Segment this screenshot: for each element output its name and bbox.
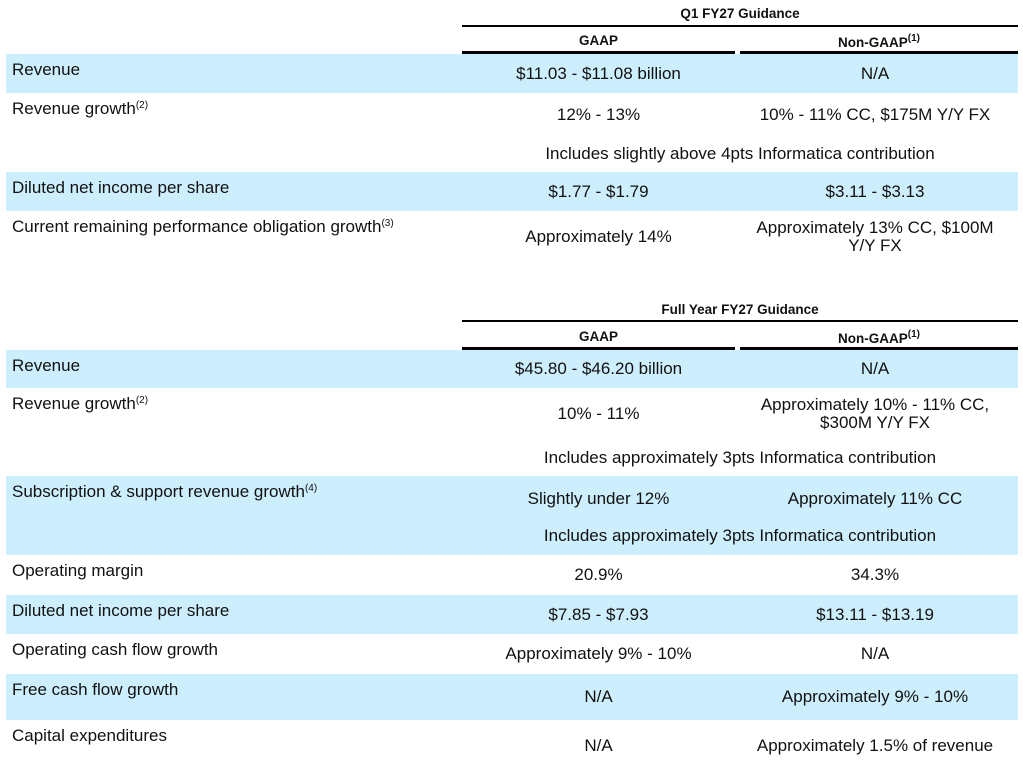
row-label: Operating margin bbox=[12, 561, 143, 581]
non-gaap-value: $3.11 - $3.13 bbox=[825, 181, 925, 201]
non-gaap-header: Non-GAAP(1) bbox=[740, 33, 1018, 50]
gaap-value: N/A bbox=[584, 687, 613, 706]
gaap-value: Approximately 9% - 10% bbox=[505, 644, 692, 663]
row-label-text: Current remaining performance obligation… bbox=[12, 217, 382, 236]
footnote-marker: (4) bbox=[304, 483, 318, 494]
row-label: Revenue growth(2) bbox=[12, 99, 148, 119]
table-row: Current remaining performance obligation… bbox=[6, 211, 1018, 262]
row-label-text: Diluted net income per share bbox=[12, 178, 230, 197]
row-label-text: Diluted net income per share bbox=[12, 601, 230, 620]
non-gaap-value: N/A bbox=[860, 644, 890, 663]
title-rule bbox=[462, 25, 1018, 27]
non-gaap-value: N/A bbox=[860, 63, 890, 83]
non-gaap-value: Approximately 1.5% of revenue bbox=[756, 735, 994, 755]
row-label-text: Revenue bbox=[12, 356, 81, 375]
gaap-header: GAAP bbox=[578, 33, 618, 48]
table-row: Operating margin 20.9% 34.3% bbox=[6, 555, 1018, 595]
footnote-marker: (3) bbox=[381, 218, 394, 229]
informatica-note: Includes approximately 3pts Informatica … bbox=[543, 448, 937, 467]
table-row: Free cash flow growth N/A Approximately 9%… bbox=[6, 674, 1018, 720]
row-label: Free cash flow growth bbox=[12, 680, 178, 700]
non-gaap-value: Approximately 10% - 11% CC, $300M Y/Y FX bbox=[760, 395, 990, 432]
header-rule-gaap bbox=[462, 347, 735, 350]
non-gaap-value: Approximately 9% - 10% bbox=[781, 687, 969, 706]
row-label-text: Free cash flow growth bbox=[12, 680, 179, 699]
table-row: Operating cash flow growth Approximately … bbox=[6, 634, 1018, 674]
section-title: Q1 FY27 Guidance bbox=[680, 6, 800, 21]
section-title: Full Year FY27 Guidance bbox=[661, 302, 819, 317]
informatica-note: Includes slightly above 4pts Informatica… bbox=[545, 144, 935, 163]
row-label-text: Subscription & support revenue growth bbox=[12, 482, 305, 501]
row-label: Operating cash flow growth bbox=[12, 640, 218, 660]
non-gaap-header: Non-GAAP(1) bbox=[740, 329, 1018, 346]
non-gaap-value: $13.11 - $13.19 bbox=[816, 604, 934, 624]
footnote-marker: (2) bbox=[135, 395, 149, 406]
non-gaap-value: Approximately 11% CC bbox=[787, 488, 963, 508]
gaap-value: Slightly under 12% bbox=[527, 488, 670, 508]
non-gaap-value: Approximately 13% CC, $100M Y/Y FX bbox=[756, 217, 994, 255]
row-label-text: Capital expenditures bbox=[12, 726, 167, 745]
row-label: Diluted net income per share bbox=[12, 601, 229, 621]
row-label: Revenue bbox=[12, 60, 80, 80]
gaap-value: $1.77 - $1.79 bbox=[548, 181, 649, 201]
header-rule-non-gaap bbox=[740, 347, 1018, 350]
table-row: Subscription & support revenue growth(4)… bbox=[6, 476, 1018, 555]
row-label: Current remaining performance obligation… bbox=[12, 217, 394, 237]
gaap-value: 12% - 13% bbox=[556, 104, 641, 124]
table-row: Diluted net income per share $7.85 - $7.9… bbox=[6, 595, 1018, 634]
gaap-value: 10% - 11% bbox=[557, 404, 640, 423]
row-label: Diluted net income per share bbox=[12, 178, 229, 198]
row-label-text: Operating margin bbox=[12, 561, 144, 580]
non-gaap-value: 10% - 11% CC, $175M Y/Y FX bbox=[759, 104, 991, 124]
gaap-value: $11.03 - $11.08 billion bbox=[516, 63, 681, 83]
gaap-value: N/A bbox=[584, 735, 613, 755]
row-label: Revenue bbox=[12, 356, 80, 376]
table-row: Revenue $11.03 - $11.08 billion N/A bbox=[6, 54, 1018, 93]
row-label-text: Revenue growth bbox=[12, 99, 136, 118]
header-rule-gaap bbox=[462, 51, 735, 54]
gaap-value: Approximately 14% bbox=[525, 226, 672, 246]
row-label: Revenue growth(2) bbox=[12, 394, 148, 414]
table-row: Diluted net income per share $1.77 - $1.7… bbox=[6, 172, 1018, 211]
gaap-value: $45.80 - $46.20 billion bbox=[514, 359, 683, 378]
table-row: Capital expenditures N/A Approximately 1.5… bbox=[6, 720, 1018, 771]
non-gaap-header-label: Non-GAAP bbox=[838, 35, 908, 50]
gaap-header: GAAP bbox=[578, 329, 618, 344]
footnote-marker: (1) bbox=[907, 329, 920, 340]
row-label-text: Revenue growth bbox=[12, 394, 136, 413]
footnote-marker: (2) bbox=[135, 100, 149, 111]
non-gaap-value: 34.3% bbox=[850, 565, 900, 584]
row-label-text: Operating cash flow growth bbox=[12, 640, 218, 659]
gaap-value: 20.9% bbox=[574, 565, 623, 584]
footnote-marker: (1) bbox=[907, 33, 920, 44]
header-rule-non-gaap bbox=[740, 51, 1018, 54]
row-label: Capital expenditures bbox=[12, 726, 167, 746]
gaap-value: $7.85 - $7.93 bbox=[548, 604, 649, 624]
informatica-note: Includes approximately 3pts Informatica … bbox=[543, 526, 937, 545]
table-row: Revenue $45.80 - $46.20 billion N/A bbox=[6, 350, 1018, 388]
table-row: Revenue growth(2) 12% - 13% 10% - 11% CC, … bbox=[6, 93, 1018, 172]
row-label-text: Revenue bbox=[12, 60, 81, 79]
non-gaap-header-label: Non-GAAP bbox=[838, 331, 908, 346]
non-gaap-value: N/A bbox=[860, 359, 890, 378]
row-label: Subscription & support revenue growth(4) bbox=[12, 482, 317, 502]
table-row: Revenue growth(2) 10% - 11% Approximately … bbox=[6, 388, 1018, 476]
title-rule bbox=[462, 320, 1018, 322]
